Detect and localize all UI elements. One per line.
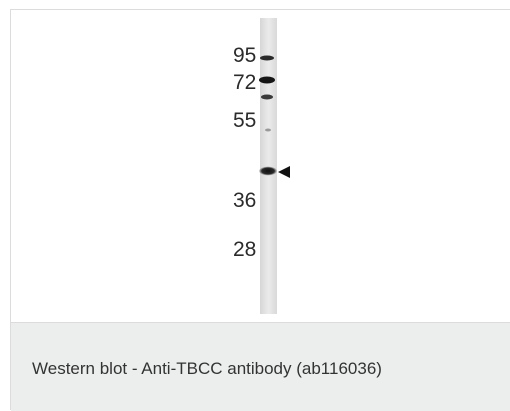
marker-label-55: 55 xyxy=(233,109,256,132)
figure-caption: Western blot - Anti-TBCC antibody (ab116… xyxy=(32,359,382,378)
marker-label-72: 72 xyxy=(233,71,256,94)
figure-card: 95 72 55 36 28 Western blot - Anti-TBCC … xyxy=(10,9,510,411)
marker-label-28: 28 xyxy=(233,238,256,261)
western-blot-figure: 95 72 55 36 28 xyxy=(233,18,290,314)
ladder-band-60 xyxy=(261,94,273,100)
gel-lane xyxy=(260,18,277,314)
ladder-band-95 xyxy=(260,55,274,61)
marker-label-36: 36 xyxy=(233,189,256,212)
target-band xyxy=(259,166,277,176)
marker-label-95: 95 xyxy=(233,44,256,67)
blot-image: 95 72 55 36 28 xyxy=(11,10,510,322)
ladder-band-72 xyxy=(259,76,275,84)
ladder-band-55 xyxy=(265,128,271,132)
caption-bar: Western blot - Anti-TBCC antibody (ab116… xyxy=(11,322,510,411)
band-arrow-icon xyxy=(278,166,290,178)
